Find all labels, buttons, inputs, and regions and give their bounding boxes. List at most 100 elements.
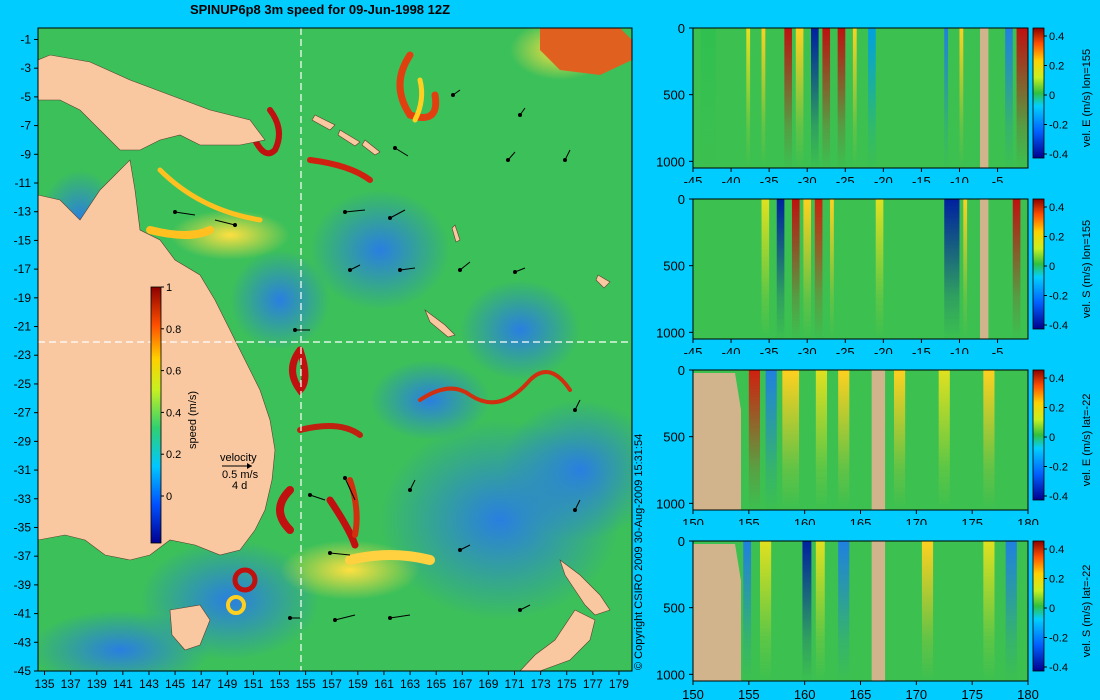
speed-cb-tick-label: 0 bbox=[166, 491, 172, 503]
colorbar-label: vel. S (m/s) lon=155 bbox=[1081, 220, 1093, 318]
x-tick-label: -40 bbox=[722, 345, 741, 354]
lat-tick-label: -41 bbox=[14, 607, 32, 621]
lat-tick-label: -13 bbox=[14, 205, 32, 219]
velocity-band bbox=[959, 28, 964, 168]
cb-tick-label: 0.4 bbox=[1049, 544, 1064, 556]
lat-tick-label: -23 bbox=[14, 348, 32, 362]
cb-tick-label: -0.2 bbox=[1049, 291, 1068, 303]
section-background bbox=[693, 28, 1028, 168]
velocity-band bbox=[921, 541, 934, 681]
speed-cb-tick-label: 0.4 bbox=[166, 407, 181, 419]
velocity-band bbox=[983, 370, 995, 510]
cb-tick-label: -0.4 bbox=[1049, 662, 1068, 674]
velocity-band bbox=[822, 28, 831, 168]
cb-tick-label: -0.2 bbox=[1049, 633, 1068, 645]
cb-tick-label: 0 bbox=[1049, 261, 1055, 273]
cb-tick-label: 0.4 bbox=[1049, 202, 1064, 214]
section-panel-vel-e-lat22: 150 155 160 165 170 175 180 0 500 1000 0.4 0.2 0 -0.2… bbox=[656, 363, 1093, 525]
lon-tick-label: 157 bbox=[322, 677, 342, 691]
speed-colorbar-label: speed (m/s) bbox=[187, 391, 199, 449]
cb-tick-label: 0.4 bbox=[1049, 373, 1064, 385]
velocity-band bbox=[746, 28, 751, 168]
x-tick-label: 180 bbox=[1017, 516, 1039, 525]
velocity-key-duration: 4 d bbox=[232, 480, 247, 492]
x-tick-label: -20 bbox=[874, 174, 893, 183]
x-tick-label: 175 bbox=[961, 516, 983, 525]
velocity-band bbox=[761, 199, 770, 339]
section-background bbox=[693, 199, 1028, 339]
x-tick-label: -5 bbox=[992, 345, 1004, 354]
velocity-band bbox=[811, 28, 819, 168]
velocity-band bbox=[803, 199, 812, 339]
lon-tick-label: 147 bbox=[191, 677, 211, 691]
lat-tick-label: -1 bbox=[20, 32, 31, 46]
x-tick-label: -10 bbox=[950, 174, 969, 183]
y-tick-label: 0 bbox=[678, 534, 685, 549]
y-tick-label: 500 bbox=[663, 259, 685, 274]
x-tick-label: 170 bbox=[905, 687, 927, 700]
colorbar-label: vel. E (m/s) lat=-22 bbox=[1081, 394, 1093, 487]
velocity-band bbox=[1005, 541, 1017, 681]
lat-tick-label: -11 bbox=[15, 176, 32, 190]
y-tick-label: 0 bbox=[678, 21, 685, 36]
lat-tick-label: -31 bbox=[14, 463, 32, 477]
cb-tick-label: 0.2 bbox=[1049, 232, 1064, 244]
velocity-colorbar bbox=[1032, 540, 1045, 672]
velocity-band bbox=[852, 28, 857, 168]
map-lat-axis: -1 -3 -5 -7 -9 -11 -13 -15 -17 -19 -21 -23 -25 -27 -29… bbox=[14, 32, 38, 678]
y-tick-label: 1000 bbox=[656, 667, 685, 682]
velocity-band bbox=[791, 199, 800, 339]
cb-tick-label: 0.2 bbox=[1049, 61, 1064, 73]
lat-tick-label: -17 bbox=[14, 262, 32, 276]
lon-tick-label: 143 bbox=[139, 677, 159, 691]
x-tick-label: 165 bbox=[850, 516, 872, 525]
cb-tick-label: -0.4 bbox=[1049, 149, 1068, 161]
lat-tick-label: -27 bbox=[14, 406, 32, 420]
lat-tick-label: -7 bbox=[20, 119, 31, 133]
lat-tick-label: -43 bbox=[14, 635, 32, 649]
x-tick-label: -15 bbox=[912, 345, 931, 354]
x-tick-label: -40 bbox=[722, 174, 741, 183]
cb-tick-label: -0.2 bbox=[1049, 120, 1068, 132]
seafloor-land bbox=[871, 541, 886, 681]
map-title: SPINUP6p8 3m speed for 09-Jun-1998 12Z bbox=[189, 2, 451, 17]
y-tick-label: 0 bbox=[678, 192, 685, 207]
copyright-text: © Copyright CSIRO 2009 30-Aug-2009 15:31… bbox=[633, 434, 645, 670]
lat-tick-label: -25 bbox=[14, 377, 32, 391]
velocity-band bbox=[776, 199, 785, 339]
section-frame bbox=[692, 27, 1029, 169]
lon-tick-label: 135 bbox=[35, 677, 55, 691]
velocity-band bbox=[1016, 28, 1028, 168]
speed-colorbar: 1 0.8 0.6 0.4 0.2 0 speed (m/s) bbox=[150, 282, 199, 544]
lat-tick-label: -21 bbox=[14, 320, 32, 334]
velocity-band bbox=[743, 541, 752, 681]
cb-tick-label: -0.2 bbox=[1049, 462, 1068, 474]
seafloor-land bbox=[693, 544, 742, 681]
lat-tick-label: -39 bbox=[14, 578, 32, 592]
section-frame bbox=[692, 198, 1029, 340]
map-frame bbox=[37, 27, 633, 672]
lat-tick-label: -35 bbox=[14, 520, 32, 534]
x-tick-label: -30 bbox=[798, 345, 817, 354]
velocity-band bbox=[814, 199, 823, 339]
x-tick-label: -20 bbox=[874, 345, 893, 354]
x-tick-label: -45 bbox=[684, 174, 703, 183]
velocity-band bbox=[837, 28, 846, 168]
velocity-band bbox=[1012, 199, 1021, 339]
cb-tick-label: -0.4 bbox=[1049, 320, 1068, 332]
x-tick-label: -5 bbox=[992, 174, 1004, 183]
velocity-band bbox=[765, 370, 777, 510]
copyright-strip: © Copyright CSIRO 2009 30-Aug-2009 15:31… bbox=[633, 434, 645, 670]
seafloor-land bbox=[871, 370, 886, 510]
cb-tick-label: 0 bbox=[1049, 603, 1055, 615]
velocity-bands bbox=[743, 541, 1017, 681]
velocity-key: velocity 0.5 m/s 4 d bbox=[220, 452, 259, 492]
lon-tick-label: 159 bbox=[348, 677, 368, 691]
lon-tick-label: 155 bbox=[296, 677, 316, 691]
velocity-bands bbox=[748, 370, 995, 510]
lon-tick-label: 173 bbox=[531, 677, 551, 691]
velocity-band bbox=[830, 199, 834, 339]
x-tick-label: -30 bbox=[798, 174, 817, 183]
x-tick-label: -25 bbox=[836, 174, 855, 183]
velocity-band bbox=[894, 370, 906, 510]
